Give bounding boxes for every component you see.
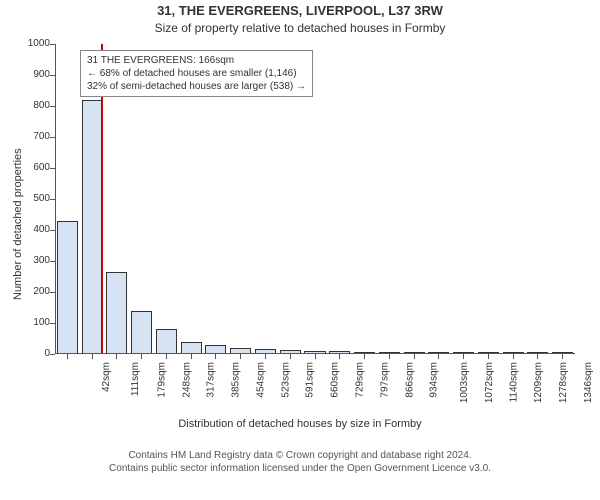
x-tick xyxy=(290,354,291,359)
y-tick-label: 1000 xyxy=(20,38,50,49)
y-tick-label: 100 xyxy=(20,317,50,328)
x-tick xyxy=(513,354,514,359)
annotation-line1: 31 THE EVERGREENS: 166sqm xyxy=(87,54,306,67)
histogram-bar xyxy=(82,100,103,354)
footer-line2: Contains public sector information licen… xyxy=(0,463,600,476)
x-tick xyxy=(166,354,167,359)
x-tick-label: 866sqm xyxy=(404,362,415,398)
x-tick xyxy=(67,354,68,359)
x-tick xyxy=(438,354,439,359)
x-tick-label: 111sqm xyxy=(130,362,141,396)
y-tick-label: 900 xyxy=(20,69,50,80)
x-tick-label: 1140sqm xyxy=(508,362,519,402)
x-tick xyxy=(463,354,464,359)
x-tick xyxy=(364,354,365,359)
x-tick-label: 1346sqm xyxy=(583,362,594,403)
x-tick xyxy=(315,354,316,359)
annotation-line3: 32% of semi-detached houses are larger (… xyxy=(87,80,306,93)
x-axis-line xyxy=(55,353,575,354)
x-tick xyxy=(191,354,192,359)
x-tick-label: 248sqm xyxy=(181,362,192,398)
x-tick-label: 317sqm xyxy=(206,362,217,398)
x-tick xyxy=(537,354,538,359)
x-tick-label: 934sqm xyxy=(429,362,440,398)
x-tick xyxy=(92,354,93,359)
page-subtitle: Size of property relative to detached ho… xyxy=(0,21,600,35)
y-tick-label: 500 xyxy=(20,193,50,204)
histogram-bar xyxy=(156,329,177,354)
annotation-box: 31 THE EVERGREENS: 166sqm ← 68% of detac… xyxy=(80,50,313,97)
y-tick-label: 0 xyxy=(20,348,50,359)
y-tick-label: 700 xyxy=(20,131,50,142)
x-tick-label: 660sqm xyxy=(330,362,341,398)
histogram-bar xyxy=(57,221,78,354)
x-tick xyxy=(339,354,340,359)
annotation-line2: ← 68% of detached houses are smaller (1,… xyxy=(87,67,306,80)
x-tick-label: 179sqm xyxy=(156,362,167,398)
x-axis-label: Distribution of detached houses by size … xyxy=(0,418,600,430)
x-tick-label: 591sqm xyxy=(305,362,316,398)
y-tick-label: 600 xyxy=(20,162,50,173)
x-tick-label: 523sqm xyxy=(280,362,291,398)
x-tick-label: 42sqm xyxy=(101,362,112,392)
page-title: 31, THE EVERGREENS, LIVERPOOL, L37 3RW xyxy=(0,3,600,18)
x-tick xyxy=(141,354,142,359)
footer-line1: Contains HM Land Registry data © Crown c… xyxy=(0,450,600,463)
histogram-bar xyxy=(131,311,152,354)
x-tick xyxy=(116,354,117,359)
chart-root: 31, THE EVERGREENS, LIVERPOOL, L37 3RW S… xyxy=(0,0,600,500)
y-tick-label: 400 xyxy=(20,224,50,235)
y-tick-label: 800 xyxy=(20,100,50,111)
histogram-bar xyxy=(106,272,127,354)
y-axis-line xyxy=(55,44,56,354)
x-tick xyxy=(215,354,216,359)
x-tick-label: 1003sqm xyxy=(459,362,470,403)
x-tick-label: 729sqm xyxy=(355,362,366,398)
x-tick-label: 1278sqm xyxy=(558,362,569,403)
x-tick-label: 385sqm xyxy=(231,362,242,398)
x-tick xyxy=(488,354,489,359)
x-tick xyxy=(562,354,563,359)
x-tick-label: 797sqm xyxy=(379,362,390,398)
x-tick xyxy=(389,354,390,359)
x-tick-label: 454sqm xyxy=(256,362,267,398)
footer: Contains HM Land Registry data © Crown c… xyxy=(0,450,600,475)
y-tick-label: 300 xyxy=(20,255,50,266)
x-tick-label: 1209sqm xyxy=(533,362,544,403)
x-tick xyxy=(240,354,241,359)
x-tick xyxy=(414,354,415,359)
x-tick xyxy=(265,354,266,359)
x-tick-label: 1072sqm xyxy=(484,362,495,403)
y-tick-label: 200 xyxy=(20,286,50,297)
